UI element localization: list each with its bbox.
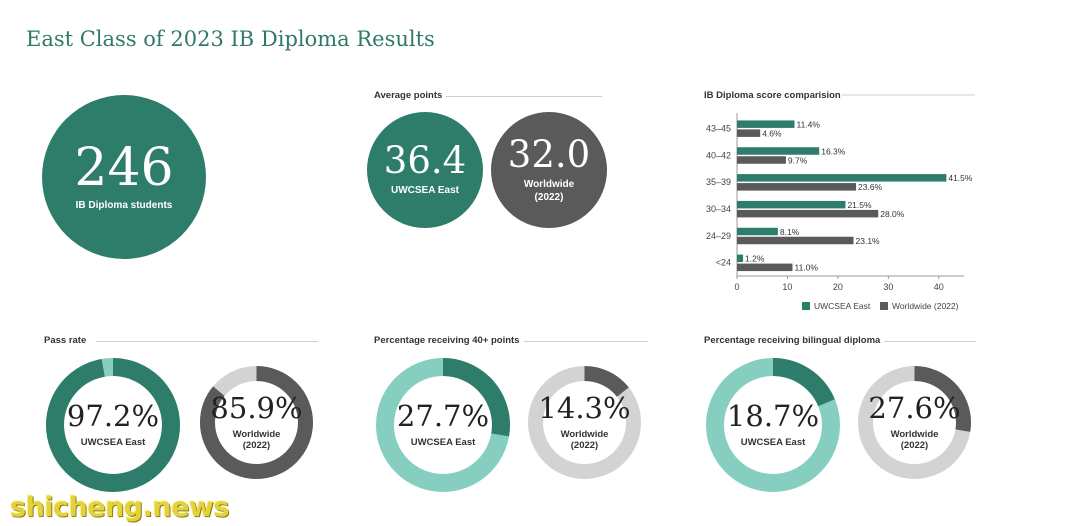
- pass-rate-east-ring: [46, 358, 180, 492]
- bilingual-world-sublabel: (2022): [900, 440, 929, 451]
- bilingual-world-ring-arc: [858, 366, 971, 479]
- y-tick-label: 24–29: [706, 231, 731, 241]
- average-points-title: Average points: [374, 90, 443, 101]
- bilingual-title: Percentage receiving bilingual diploma: [704, 335, 881, 346]
- y-tick-label: 43–45: [706, 123, 731, 133]
- forty-plus-world-ring: [528, 366, 641, 479]
- y-tick-label: 40–42: [706, 150, 731, 160]
- bar-world: [737, 183, 857, 191]
- bar-value-label: 23.1%: [856, 236, 881, 246]
- bar-world: [737, 209, 879, 218]
- pass-rate-east-ring-arc: [46, 358, 180, 492]
- bar-value-label: 1.2%: [745, 254, 765, 264]
- bar-value-label: 28.0%: [880, 209, 905, 219]
- bilingual-rule: [884, 341, 976, 342]
- bilingual-world-value: 27.6%: [868, 390, 961, 425]
- bar-value-label: 11.4%: [797, 119, 821, 129]
- page-title: East Class of 2023 IB Diploma Results: [26, 27, 435, 51]
- bar-world: [737, 156, 786, 164]
- bar-east: [737, 200, 846, 209]
- bilingual-world-ring: [858, 366, 971, 479]
- forty-plus-east-value: 27.7%: [396, 398, 490, 433]
- students-count: 246: [74, 137, 174, 198]
- forty-plus-world-value: 14.3%: [538, 390, 631, 425]
- average-world-circle: 32.0 Worldwide (2022): [491, 112, 607, 228]
- average-world-label-text: Worldwide: [523, 179, 575, 190]
- average-east-circle: 36.4 UWCSEA East: [367, 112, 483, 228]
- bilingual-east-donut: 18.7% UWCSEA East: [706, 358, 840, 492]
- bar-value-label: 9.7%: [788, 155, 808, 165]
- bar-value-label: 8.1%: [780, 227, 800, 237]
- bilingual-east-ring-arc: [706, 358, 840, 492]
- pass-rate-world-ring-arc: [200, 366, 313, 479]
- forty-plus-east-ring: [376, 358, 510, 492]
- forty-plus-world-ring-arc: [528, 366, 641, 479]
- pass-rate-east-value: 97.2%: [66, 398, 160, 433]
- bar-value-label: 11.0%: [794, 263, 818, 273]
- chart-title: IB Diploma score comparision: [704, 90, 841, 101]
- forty-plus-east-label: UWCSEA East: [410, 436, 476, 448]
- bilingual-world-donut: 27.6% Worldwide (2022): [858, 366, 971, 479]
- pass-rate-rule: [96, 341, 318, 342]
- forty-plus-world-label: Worldwide (2022): [561, 429, 609, 452]
- bilingual-east-value: 18.7%: [726, 398, 820, 433]
- bar-value-label: 41.5%: [948, 173, 973, 183]
- forty-plus-title: Percentage receiving 40+ points: [374, 335, 520, 346]
- x-tick-label: 30: [883, 282, 893, 292]
- pass-rate-world-label-text: Worldwide: [232, 428, 281, 440]
- bar-east: [737, 227, 778, 236]
- forty-plus-east-ring-arc: [376, 358, 510, 492]
- average-east-value: 36.4: [383, 139, 467, 183]
- average-world-sublabel: (2022): [534, 191, 564, 203]
- y-tick-label: <24: [716, 258, 731, 268]
- forty-plus-world-sublabel: (2022): [570, 440, 599, 451]
- bar-world: [737, 263, 793, 272]
- bar-east: [737, 254, 744, 263]
- bilingual-world-label: Worldwide (2022): [891, 429, 939, 452]
- pass-rate-world-ring: [200, 366, 313, 479]
- pass-rate-east-donut: 97.2% UWCSEA East: [46, 358, 180, 492]
- forty-plus-east-donut: 27.7% UWCSEA East: [376, 358, 510, 492]
- bar-value-label: 21.5%: [847, 200, 872, 210]
- bar-value-label: 4.6%: [762, 128, 782, 138]
- y-tick-label: 30–34: [706, 204, 731, 214]
- bar-east: [737, 147, 820, 155]
- students-circle: 246 IB Diploma students: [42, 95, 206, 259]
- bilingual-east-label: UWCSEA East: [740, 436, 806, 448]
- pass-rate-world-value: 85.9%: [210, 390, 303, 425]
- bilingual-east-ring: [706, 358, 840, 492]
- pass-rate-east-label: UWCSEA East: [80, 436, 146, 448]
- x-tick-label: 20: [833, 282, 843, 292]
- score-comparison-chart: IB Diploma score comparision 43–45 11.4% 4…: [704, 90, 975, 311]
- legend-label-world: Worldwide (2022): [892, 301, 959, 311]
- bar-east: [737, 174, 947, 182]
- x-tick-label: 40: [934, 282, 944, 292]
- y-tick-label: 35–39: [706, 177, 731, 187]
- x-tick-label: 10: [782, 282, 792, 292]
- students-label: IB Diploma students: [75, 199, 173, 211]
- x-tick-label: 0: [734, 282, 739, 292]
- forty-plus-world-label-text: Worldwide: [560, 428, 609, 440]
- average-east-label: UWCSEA East: [391, 185, 459, 197]
- pass-rate-world-donut: 85.9% Worldwide (2022): [200, 366, 313, 479]
- bar-value-label: 23.6%: [858, 182, 883, 192]
- watermark: shicheng.news: [10, 492, 229, 523]
- bar-east: [737, 120, 795, 128]
- bar-world: [737, 236, 854, 245]
- forty-plus-world-donut: 14.3% Worldwide (2022): [528, 366, 641, 479]
- pass-rate-title: Pass rate: [44, 335, 87, 346]
- legend-swatch-world: [880, 302, 888, 310]
- average-world-label: Worldwide (2022): [524, 179, 574, 204]
- average-world-value: 32.0: [507, 133, 591, 176]
- pass-rate-world-label: Worldwide (2022): [233, 429, 281, 452]
- bilingual-world-label-text: Worldwide: [890, 428, 939, 440]
- legend-swatch-east: [802, 302, 810, 310]
- bar-value-label: 16.3%: [821, 146, 846, 156]
- average-points-rule: [446, 96, 602, 97]
- forty-plus-rule: [524, 341, 648, 342]
- pass-rate-world-sublabel: (2022): [242, 440, 271, 451]
- bar-world: [737, 129, 761, 137]
- legend-label-east: UWCSEA East: [814, 301, 871, 311]
